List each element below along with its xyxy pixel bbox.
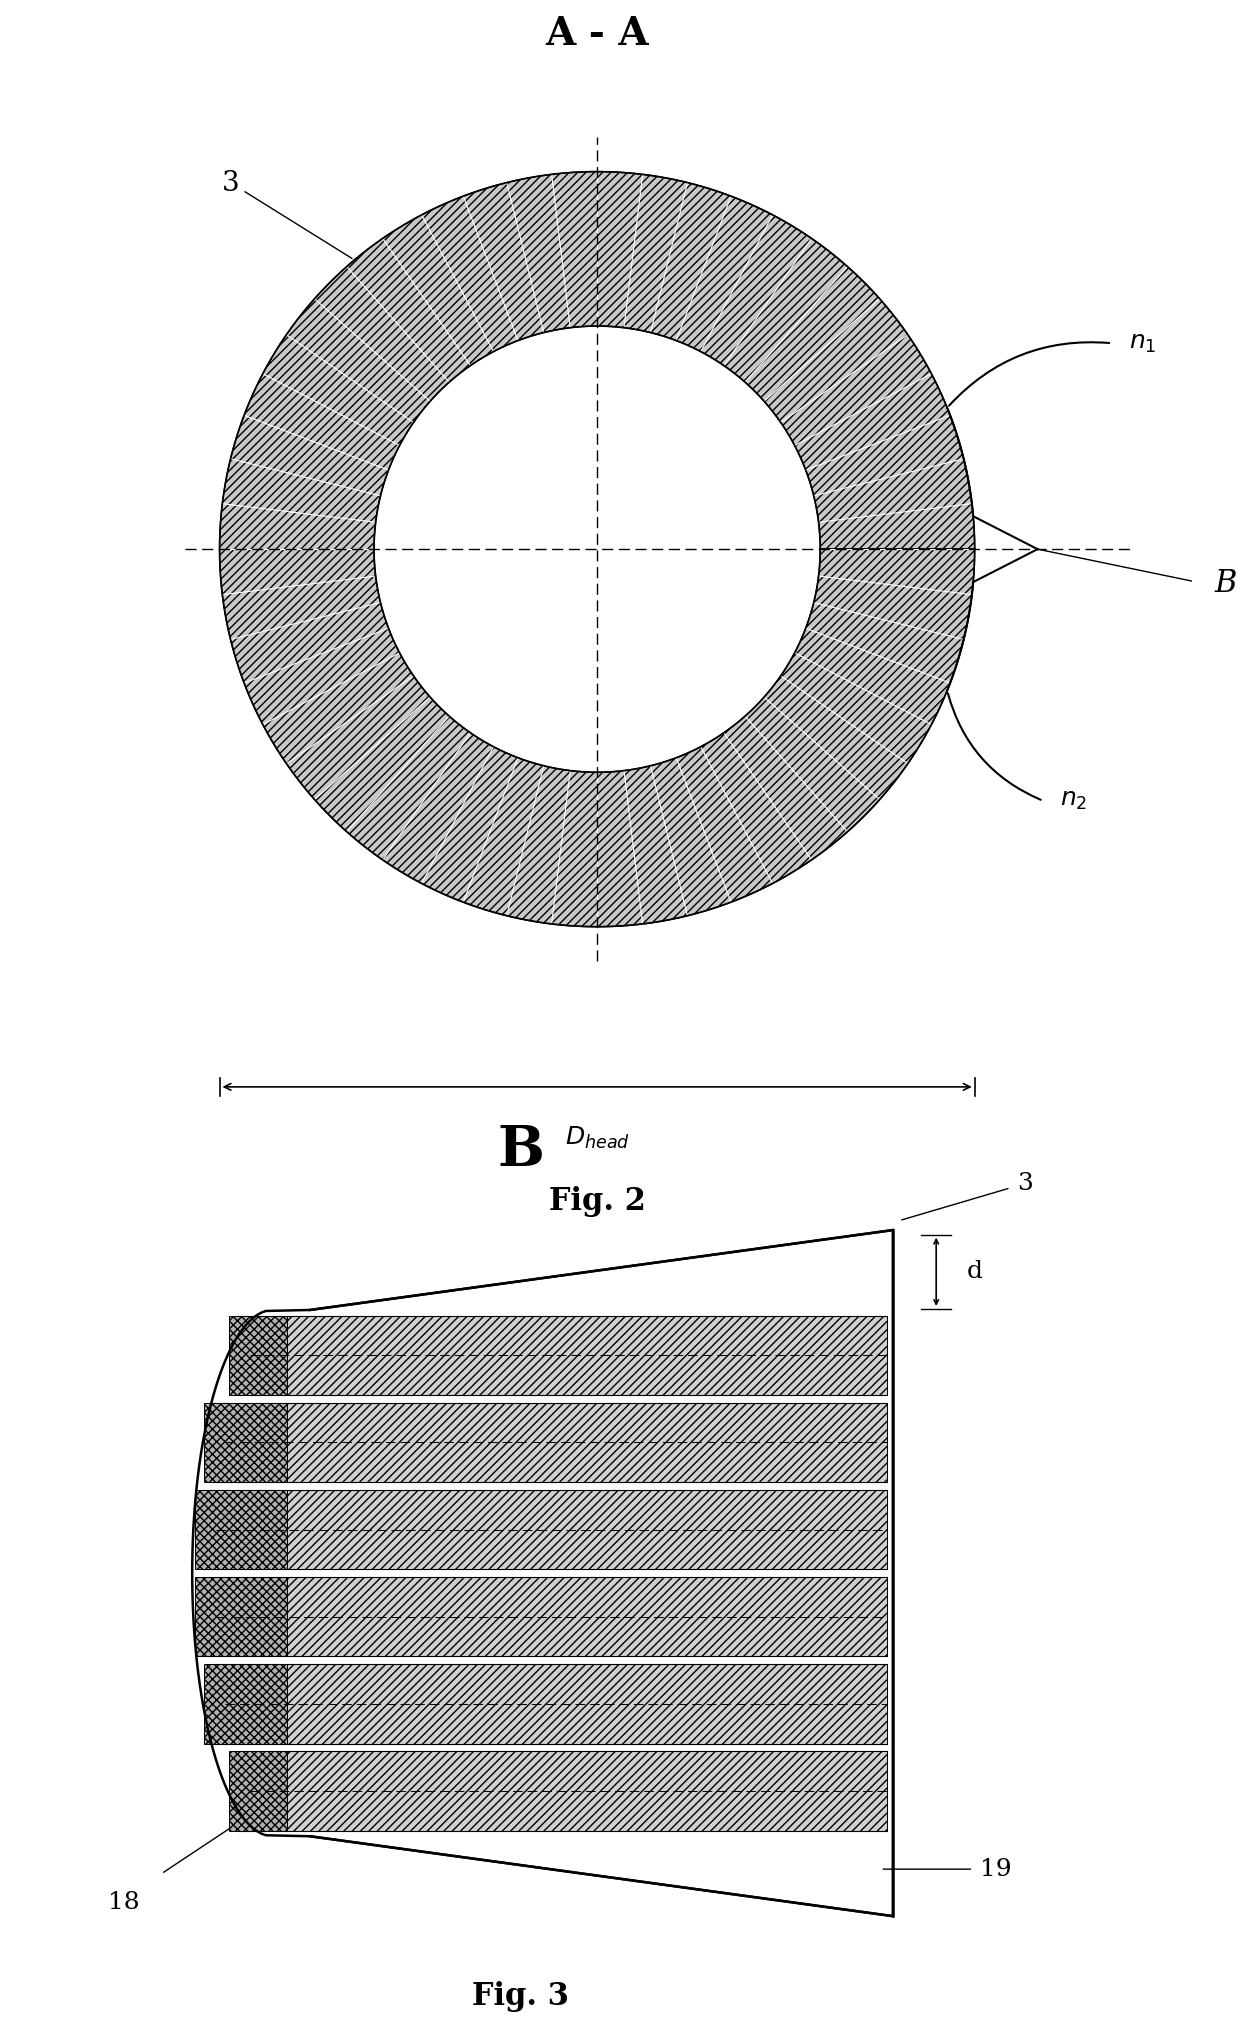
Text: 3: 3 <box>1017 1171 1033 1195</box>
Polygon shape <box>205 1663 288 1743</box>
Text: $n_2$: $n_2$ <box>1060 789 1087 813</box>
Polygon shape <box>237 1316 887 1395</box>
Text: Fig. 3: Fig. 3 <box>472 1980 569 2012</box>
Polygon shape <box>213 1404 887 1483</box>
Polygon shape <box>203 1489 887 1569</box>
Polygon shape <box>228 1316 288 1395</box>
Text: $D_{head}$: $D_{head}$ <box>564 1126 630 1152</box>
Text: 18: 18 <box>108 1890 140 1914</box>
Polygon shape <box>192 1230 893 1916</box>
Text: 3: 3 <box>222 170 352 259</box>
Text: B: B <box>497 1124 544 1177</box>
Text: d: d <box>967 1261 983 1283</box>
Text: 19: 19 <box>980 1857 1012 1882</box>
Polygon shape <box>228 1751 288 1831</box>
Polygon shape <box>205 1404 288 1483</box>
Polygon shape <box>237 1751 887 1831</box>
Polygon shape <box>195 1577 288 1657</box>
Polygon shape <box>203 1577 887 1657</box>
Text: B: B <box>1215 568 1238 599</box>
Text: A - A: A - A <box>546 14 649 53</box>
Text: Fig. 2: Fig. 2 <box>548 1185 646 1218</box>
Polygon shape <box>213 1663 887 1743</box>
Polygon shape <box>219 172 975 928</box>
Polygon shape <box>195 1489 288 1569</box>
Text: $n_1$: $n_1$ <box>1130 331 1157 355</box>
